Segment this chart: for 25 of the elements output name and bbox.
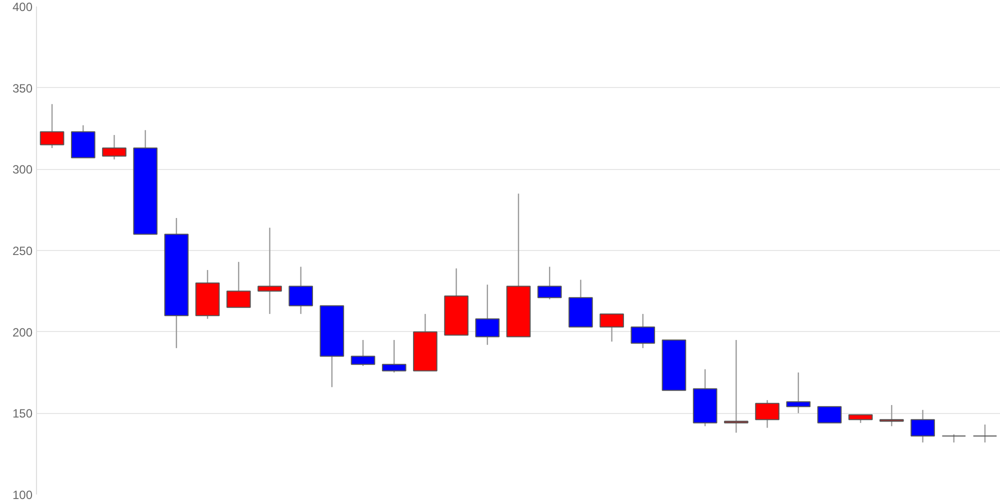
- candlestick: [40, 104, 64, 149]
- candlestick: [880, 404, 904, 427]
- candlestick: [350, 339, 376, 367]
- y-tick-label: 250: [12, 244, 33, 258]
- y-tick-label: 350: [12, 81, 33, 96]
- y-tick-label: 300: [12, 162, 33, 177]
- candlestick: [972, 424, 998, 444]
- candlestick: [786, 372, 811, 414]
- y-tick-label: 100: [12, 488, 33, 500]
- candlestick: [102, 134, 126, 160]
- y-tick-label: 200: [12, 325, 33, 340]
- candlestick: [630, 313, 656, 349]
- candlestick: [475, 284, 500, 346]
- candlestick: [226, 261, 251, 308]
- y-tick-label: 150: [12, 406, 33, 421]
- candlestick: [910, 409, 935, 444]
- candlestick: [817, 406, 842, 424]
- candlestick: [258, 227, 282, 315]
- candlestick: [288, 266, 313, 315]
- candlestick: [382, 339, 406, 374]
- candlestick: [724, 339, 748, 434]
- y-tick-label: 400: [12, 0, 33, 14]
- candlestick: [755, 400, 780, 428]
- candlestick: [600, 313, 624, 342]
- candlestick: [537, 266, 562, 300]
